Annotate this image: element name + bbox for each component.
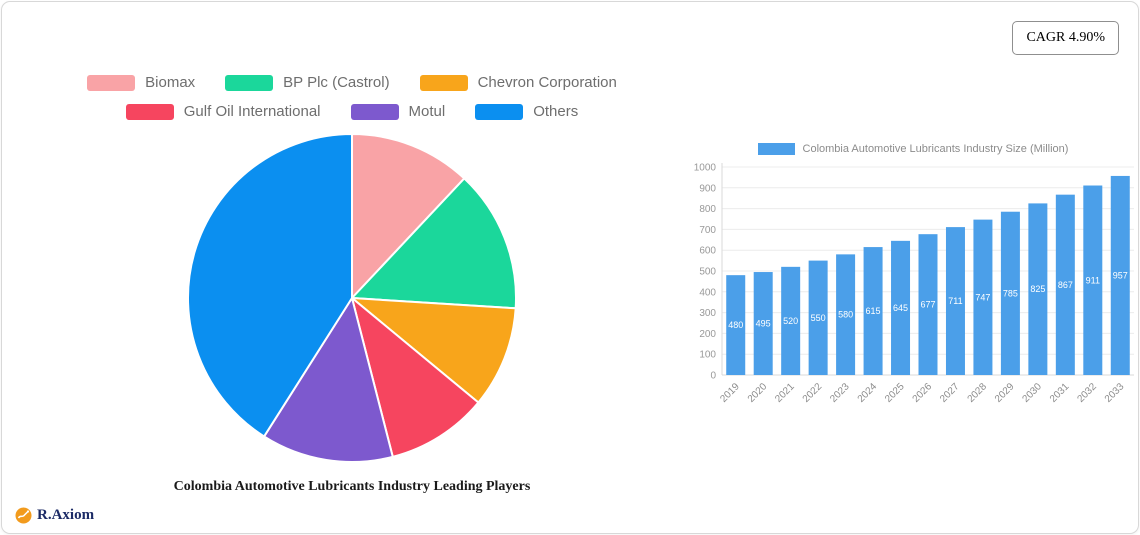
bar-value-label: 550 <box>811 313 826 323</box>
bar-2027 <box>945 227 965 375</box>
bar-value-label: 495 <box>756 319 771 329</box>
x-axis-label: 2033 <box>1103 381 1127 405</box>
bar-value-label: 747 <box>975 292 990 302</box>
legend-label: Motul <box>408 103 446 120</box>
bar-value-label: 911 <box>1086 275 1100 285</box>
brand-logo-text: R.Axiom <box>37 507 95 523</box>
x-axis-label: 2032 <box>1075 381 1099 405</box>
pie-slice-bp-plc-castrol <box>351 177 518 310</box>
bar-legend-swatch <box>757 143 795 155</box>
bar-2020 <box>753 272 773 375</box>
x-axis-label: 2025 <box>883 381 907 405</box>
x-axis-label: 2020 <box>746 381 770 405</box>
bar-2032 <box>1083 185 1103 375</box>
bar-2033 <box>1110 175 1130 375</box>
brand-logo: R.Axiom <box>15 507 94 524</box>
legend-label: Biomax <box>145 74 196 91</box>
bar-2031 <box>1055 194 1075 375</box>
y-axis-label: 600 <box>699 246 716 257</box>
pie-slice-chevron-corporation <box>351 297 517 404</box>
bar-chart-legend[interactable]: Colombia Automotive Lubricants Industry … <box>684 143 1140 155</box>
bar-2025 <box>891 240 911 375</box>
x-axis-label: 2026 <box>911 381 935 405</box>
bar-chart-panel: Colombia Automotive Lubricants Industry … <box>684 143 1140 409</box>
y-axis-label: 700 <box>699 225 716 236</box>
bar-2030 <box>1028 203 1048 375</box>
legend-swatch <box>87 74 136 91</box>
pie-legend-item-bp-plc-castrol[interactable]: BP Plc (Castrol) <box>225 74 390 91</box>
bar-value-label: 615 <box>866 306 881 316</box>
y-axis-label: 500 <box>699 267 716 278</box>
pie-slice-others <box>187 133 353 438</box>
bar-value-label: 785 <box>1003 288 1018 298</box>
bar-2023 <box>836 254 856 375</box>
cagr-badge[interactable]: CAGR 4.90% <box>1012 21 1119 55</box>
bar-2024 <box>863 247 883 375</box>
pie-slice-motul <box>263 297 394 464</box>
legend-label: Others <box>533 103 579 120</box>
legend-swatch <box>225 74 274 91</box>
pie-chart-title: Colombia Automotive Lubricants Industry … <box>173 479 531 494</box>
bar-value-label: 957 <box>1113 270 1128 280</box>
legend-swatch <box>419 74 468 91</box>
pie-legend-item-chevron-corporation[interactable]: Chevron Corporation <box>419 74 617 91</box>
y-axis-label: 200 <box>699 329 716 340</box>
pie-legend-item-others[interactable]: Others <box>475 103 578 120</box>
x-axis-label: 2029 <box>993 381 1017 405</box>
x-axis-label: 2023 <box>828 381 852 405</box>
bar-value-label: 867 <box>1058 280 1073 290</box>
x-axis-label: 2027 <box>938 381 962 405</box>
bar-value-label: 480 <box>728 320 743 330</box>
bar-2021 <box>781 266 801 375</box>
legend-swatch <box>350 103 399 120</box>
pie-legend-item-motul[interactable]: Motul <box>350 103 446 120</box>
legend-swatch <box>125 103 174 120</box>
bar-value-label: 677 <box>920 300 935 310</box>
pie-legend-item-gulf-oil-international[interactable]: Gulf Oil International <box>125 103 321 120</box>
y-axis-label: 0 <box>710 371 716 382</box>
x-axis-label: 2030 <box>1020 381 1044 405</box>
legend-swatch <box>475 103 524 120</box>
bar-value-label: 645 <box>893 303 908 313</box>
x-axis-label: 2028 <box>966 381 990 405</box>
y-axis-label: 1000 <box>694 163 717 174</box>
bar-2029 <box>1000 211 1020 375</box>
bar-value-label: 580 <box>838 310 853 320</box>
bar-2019 <box>726 275 746 375</box>
x-axis-label: 2019 <box>718 381 742 405</box>
bar-value-label: 825 <box>1030 284 1045 294</box>
brand-logo-icon <box>15 507 32 524</box>
x-axis-label: 2031 <box>1048 381 1072 405</box>
pie-legend-row: Biomax BP Plc (Castrol) Chevron Corporatio… <box>70 74 634 91</box>
pie-chart-panel: Biomax BP Plc (Castrol) Chevron Corporatio… <box>70 74 634 495</box>
y-axis-label: 300 <box>699 308 716 319</box>
x-axis-label: 2024 <box>856 381 880 405</box>
pie-chart-area <box>70 132 634 469</box>
x-axis-label: 2022 <box>801 381 825 405</box>
bar-2022 <box>808 260 828 375</box>
y-axis-label: 900 <box>699 183 716 194</box>
bar-value-label: 520 <box>783 316 798 326</box>
pie-legend-row: Gulf Oil International Motul Others <box>70 103 634 120</box>
legend-label: Gulf Oil International <box>183 103 321 120</box>
bar-chart-svg: 0 100 200 300 400 500 600 700 800 900 1000 480 2019 4… <box>694 163 1134 405</box>
bar-value-label: 711 <box>948 296 962 306</box>
y-axis-label: 400 <box>699 287 716 298</box>
pie-legend-item-biomax[interactable]: Biomax <box>87 74 195 91</box>
x-axis-label: 2021 <box>773 381 797 405</box>
pie-slice-biomax <box>351 133 466 299</box>
legend-label: Chevron Corporation <box>477 74 617 91</box>
bar-legend-label: Colombia Automotive Lubricants Industry … <box>802 143 1069 155</box>
bar-2028 <box>973 219 993 375</box>
y-axis-label: 100 <box>699 350 716 361</box>
pie-chart-svg <box>187 133 518 464</box>
bar-2026 <box>918 234 938 375</box>
pie-legend: Biomax BP Plc (Castrol) Chevron Corporatio… <box>70 74 634 120</box>
y-axis-label: 800 <box>699 204 716 215</box>
legend-label: BP Plc (Castrol) <box>283 74 390 91</box>
